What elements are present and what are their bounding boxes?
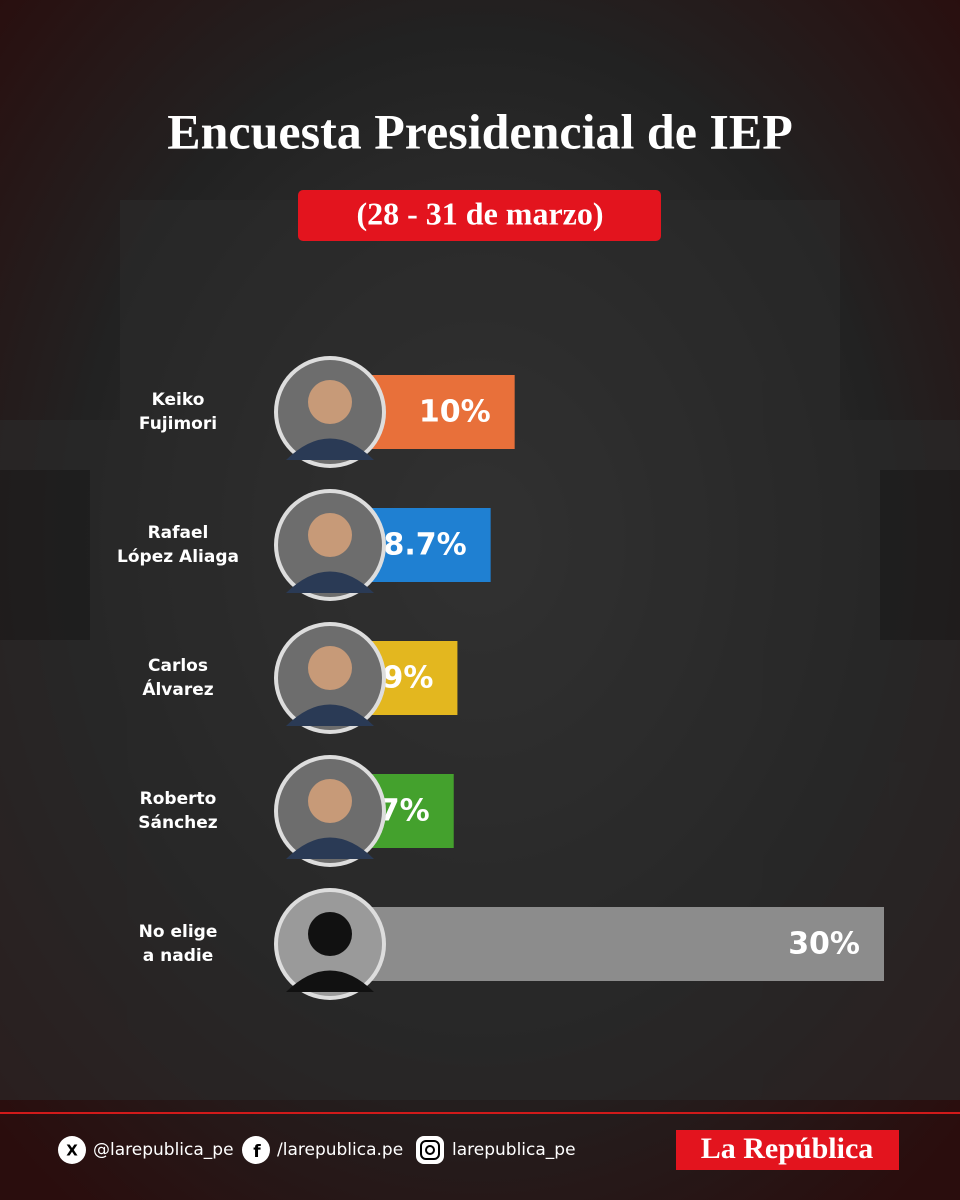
bar <box>330 907 884 981</box>
subtitle: (28 - 31 de marzo) <box>356 195 603 231</box>
candidate-photo <box>274 356 386 468</box>
candidate-name: No elige <box>139 922 218 942</box>
subtitle-badge <box>298 190 661 241</box>
value-label: 8.7% <box>383 528 466 563</box>
candidate-photo <box>274 622 386 734</box>
value-label: 10% <box>419 395 491 430</box>
twitter-handle: @larepublica_pe <box>93 1140 234 1160</box>
photo-head <box>308 912 352 956</box>
photo-head <box>308 646 352 690</box>
chart-title: Encuesta Presidencial de IEP <box>167 103 792 159</box>
facebook-handle: /larepublica.pe <box>277 1140 403 1160</box>
brand: La República <box>701 1132 874 1165</box>
photo-head <box>308 779 352 823</box>
candidate-name: Carlos <box>148 656 208 676</box>
photo-head <box>308 513 352 557</box>
value-label: 30% <box>788 927 860 962</box>
instagram-handle: larepublica_pe <box>452 1140 576 1160</box>
candidate-name: a nadie <box>143 946 214 966</box>
candidate-name: Álvarez <box>142 678 213 700</box>
facebook-icon: f <box>242 1136 270 1164</box>
candidate-name: Fujimori <box>139 414 217 434</box>
candidate-name: Roberto <box>140 789 217 809</box>
svg-text:f: f <box>253 1142 261 1162</box>
candidate-name: López Aliaga <box>117 547 239 567</box>
candidate-name: Sánchez <box>138 813 218 833</box>
brand-box <box>676 1130 899 1170</box>
building-silhouette <box>0 200 960 1100</box>
photo-head <box>308 380 352 424</box>
photo-body <box>286 571 374 593</box>
svg-text:X: X <box>66 1142 78 1160</box>
photo-body <box>286 704 374 726</box>
candidate-photo <box>274 755 386 867</box>
candidate-photo <box>274 888 386 1000</box>
photo-body <box>286 970 374 992</box>
twitter-icon: X <box>58 1136 86 1164</box>
instagram-icon <box>416 1136 444 1164</box>
photo-body <box>286 438 374 460</box>
candidate-name: Keiko <box>152 390 205 410</box>
candidate-name: Rafael <box>148 523 209 543</box>
photo-body <box>286 837 374 859</box>
candidate-photo <box>274 489 386 601</box>
